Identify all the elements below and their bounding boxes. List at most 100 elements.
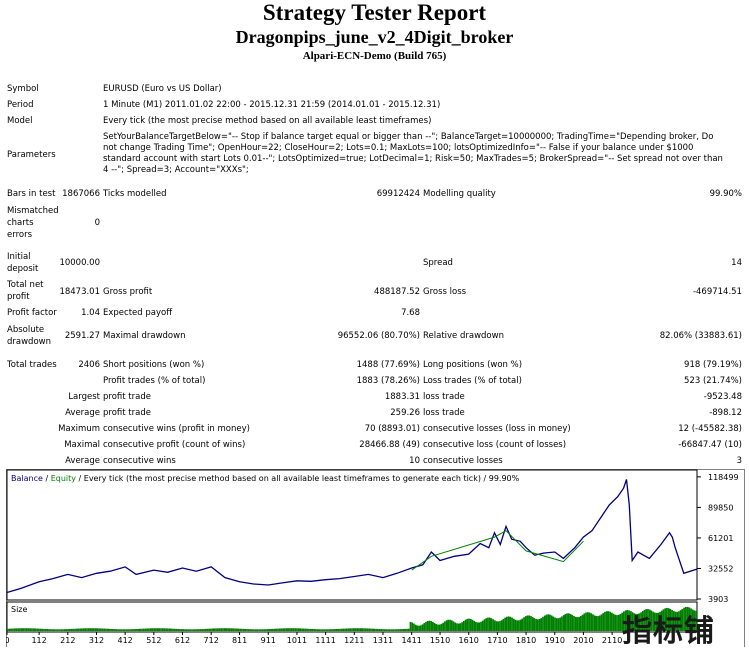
payoff-label: Expected payoff xyxy=(103,308,173,318)
size-bar xyxy=(571,614,574,631)
size-bar xyxy=(669,608,672,631)
size-bar xyxy=(521,618,524,631)
size-bar xyxy=(638,613,641,631)
size-bar xyxy=(259,629,262,631)
size-bar xyxy=(117,629,119,631)
size-bar xyxy=(483,619,486,631)
size-bar xyxy=(624,610,627,631)
deposit-value: 10000.00 xyxy=(59,258,100,268)
size-bar xyxy=(41,628,44,631)
size-bar xyxy=(290,628,293,631)
size-bar xyxy=(404,628,407,631)
size-bar xyxy=(590,613,593,631)
x-tick-label: 112 xyxy=(31,636,46,645)
size-bar xyxy=(359,628,362,631)
size-bar xyxy=(376,628,379,631)
size-bar xyxy=(462,621,465,631)
size-bar xyxy=(50,629,52,631)
size-bar xyxy=(416,625,419,631)
size-bar xyxy=(337,628,340,631)
size-bar xyxy=(192,629,195,631)
size-bar xyxy=(177,628,180,631)
size-bar xyxy=(464,619,467,631)
deposit-label-1: Initial xyxy=(7,252,31,262)
size-bar xyxy=(170,628,173,631)
mismatch-label-3: errors xyxy=(7,230,33,240)
size-bar xyxy=(330,629,333,631)
size-bar xyxy=(261,629,264,631)
size-bar xyxy=(268,629,271,631)
size-bar xyxy=(437,624,439,631)
size-bar xyxy=(552,616,555,631)
size-bar xyxy=(253,629,255,631)
size-bar xyxy=(67,629,69,631)
size-bar xyxy=(141,628,143,631)
max-drawdown-value: 96552.06 (80.70%) xyxy=(337,331,420,341)
size-bar xyxy=(309,628,312,631)
x-tick-label: 212 xyxy=(60,636,75,645)
size-bar xyxy=(37,628,40,631)
size-bar xyxy=(115,629,118,631)
size-bar xyxy=(206,628,209,631)
size-bar xyxy=(271,628,274,631)
size-bar xyxy=(401,629,403,631)
size-bar xyxy=(184,629,186,631)
size-bar xyxy=(459,623,462,631)
size-bar xyxy=(284,628,286,631)
size-bar xyxy=(449,619,451,631)
size-bar xyxy=(228,628,231,631)
size-bar xyxy=(586,612,589,631)
size-bar xyxy=(690,608,692,631)
size-bar xyxy=(561,616,563,631)
size-bar xyxy=(469,618,472,631)
size-bar xyxy=(213,628,216,631)
size-bar xyxy=(266,629,269,631)
size-bar xyxy=(189,629,192,631)
x-tick-label: 1710 xyxy=(487,636,507,645)
size-bar xyxy=(62,629,64,631)
size-bar xyxy=(554,617,556,631)
size-bar xyxy=(631,612,634,631)
size-bar xyxy=(676,611,679,631)
size-bar xyxy=(39,628,42,631)
size-bar xyxy=(197,629,200,631)
size-bar xyxy=(595,616,598,631)
size-bar xyxy=(43,628,45,631)
gross-profit-label: Gross profit xyxy=(103,287,153,297)
size-bar xyxy=(485,618,488,631)
size-bar xyxy=(550,615,553,631)
y-tick-label: 118499 xyxy=(708,473,739,482)
size-bar xyxy=(664,608,667,631)
size-bar xyxy=(514,619,517,631)
size-bar xyxy=(524,616,527,631)
size-bar xyxy=(635,613,637,631)
ticks-label: Ticks modelled xyxy=(103,189,167,199)
size-bar xyxy=(277,628,279,631)
size-bar xyxy=(94,628,97,631)
size-bar xyxy=(256,629,259,631)
size-bar xyxy=(382,629,384,631)
size-bar xyxy=(301,628,303,631)
size-bar xyxy=(650,610,653,631)
size-bar xyxy=(137,628,140,631)
size-bar xyxy=(132,629,135,631)
average-profit-label: profit trade xyxy=(103,408,151,418)
x-tick-label: 1910 xyxy=(545,636,565,645)
size-bar xyxy=(506,616,508,631)
size-bar xyxy=(108,628,111,631)
max-wins-value: 70 (8893.01) xyxy=(364,424,420,434)
size-bar xyxy=(63,629,66,631)
size-bar xyxy=(686,606,689,631)
total-trades-value: 2406 xyxy=(78,360,100,370)
size-bar xyxy=(358,628,360,631)
avg-wins-label: consecutive wins xyxy=(103,456,176,466)
size-bar xyxy=(93,628,95,631)
period-value: 1 Minute (M1) 2011.01.02 22:00 - 2015.12… xyxy=(103,100,441,110)
size-bar xyxy=(540,618,543,631)
abs-drawdown-label-2: drawdown xyxy=(7,337,51,347)
size-bar xyxy=(569,613,572,631)
size-bar xyxy=(535,619,537,631)
size-bar xyxy=(476,622,479,631)
size-bar xyxy=(564,614,567,631)
size-bar xyxy=(218,628,221,631)
